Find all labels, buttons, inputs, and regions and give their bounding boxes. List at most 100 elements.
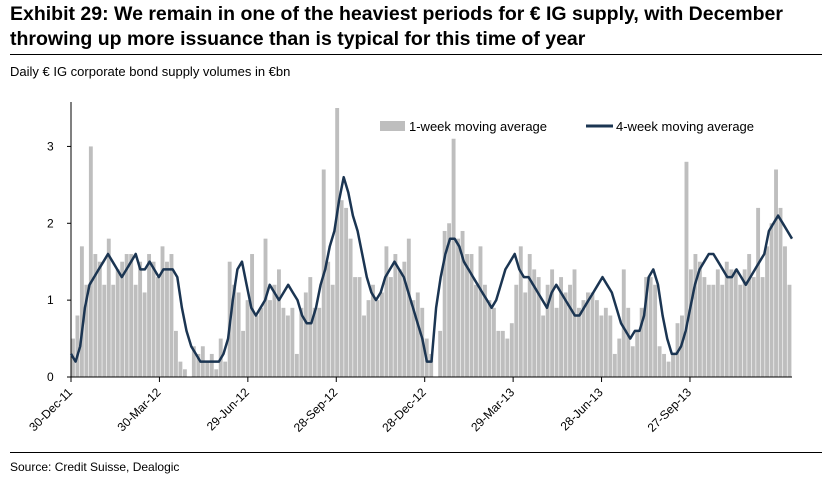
y-tick-label-1: 1 bbox=[47, 293, 54, 307]
bar-1wk-47 bbox=[281, 307, 286, 377]
bar-1wk-92 bbox=[483, 284, 487, 377]
bar-1wk-48 bbox=[285, 315, 290, 377]
bar-1wk-18 bbox=[151, 261, 156, 377]
bar-1wk-76 bbox=[411, 300, 416, 377]
bar-1wk-94 bbox=[491, 307, 496, 377]
bar-1wk-25 bbox=[182, 369, 187, 377]
bar-1wk-85 bbox=[451, 138, 456, 377]
bar-1wk-30 bbox=[205, 361, 210, 377]
bar-1wk-83 bbox=[442, 230, 447, 377]
bar-1wk-71 bbox=[388, 277, 393, 377]
bar-1wk-34 bbox=[223, 361, 228, 377]
bar-1wk-120 bbox=[608, 315, 613, 377]
bar-1wk-46 bbox=[277, 269, 281, 377]
bar-1wk-131 bbox=[657, 346, 662, 377]
bar-1wk-52 bbox=[303, 292, 308, 377]
bar-1wk-151 bbox=[747, 254, 752, 377]
bar-1wk-114 bbox=[581, 300, 586, 377]
bar-1wk-157 bbox=[774, 169, 778, 377]
bar-1wk-80 bbox=[429, 353, 434, 377]
bar-1wk-55 bbox=[317, 307, 322, 377]
bar-1wk-28 bbox=[196, 353, 201, 377]
bar-1wk-21 bbox=[165, 261, 169, 377]
bar-1wk-155 bbox=[765, 246, 770, 377]
bar-1wk-134 bbox=[671, 353, 675, 377]
bar-1wk-15 bbox=[138, 261, 143, 377]
x-tick-label-3: 28-Sep-12 bbox=[291, 385, 341, 435]
bar-1wk-159 bbox=[783, 246, 787, 377]
bar-1wk-6 bbox=[97, 261, 102, 377]
x-tick-label-4: 28-Dec-12 bbox=[379, 385, 429, 435]
bar-1wk-156 bbox=[769, 223, 774, 377]
bar-1wk-84 bbox=[447, 223, 452, 377]
bar-1wk-88 bbox=[465, 254, 469, 377]
bar-1wk-11 bbox=[120, 261, 125, 377]
bar-1wk-124 bbox=[626, 307, 631, 377]
bar-1wk-99 bbox=[514, 284, 519, 377]
bar-1wk-54 bbox=[312, 307, 317, 377]
bar-1wk-4 bbox=[88, 146, 93, 377]
bar-1wk-145 bbox=[720, 284, 725, 377]
y-tick-label-3: 3 bbox=[47, 139, 54, 153]
legend-swatch-1wk bbox=[380, 121, 405, 131]
bar-1wk-66 bbox=[366, 300, 371, 377]
bar-1wk-97 bbox=[505, 338, 510, 377]
bar-1wk-9 bbox=[111, 284, 116, 377]
bar-1wk-64 bbox=[357, 277, 362, 377]
bar-1wk-8 bbox=[106, 238, 111, 377]
bar-1wk-90 bbox=[474, 284, 478, 377]
bar-1wk-91 bbox=[478, 246, 483, 377]
bar-1wk-22 bbox=[169, 254, 174, 377]
bar-1wk-73 bbox=[397, 269, 402, 377]
bar-1wk-102 bbox=[527, 254, 532, 377]
bar-1wk-110 bbox=[563, 292, 568, 377]
bar-1wk-132 bbox=[662, 353, 667, 377]
bar-1wk-116 bbox=[590, 292, 595, 377]
bar-1wk-62 bbox=[348, 238, 353, 377]
legend-label-1wk: 1-week moving average bbox=[409, 119, 547, 134]
bar-1wk-146 bbox=[724, 261, 729, 377]
legend-label-4wk: 4-week moving average bbox=[616, 119, 754, 134]
bar-1wk-69 bbox=[380, 292, 384, 377]
bar-1wk-27 bbox=[191, 346, 196, 377]
bar-1wk-41 bbox=[254, 315, 259, 377]
y-tick-label-2: 2 bbox=[47, 216, 54, 230]
bar-1wk-103 bbox=[532, 269, 537, 377]
bar-1wk-149 bbox=[738, 284, 743, 377]
bar-1wk-153 bbox=[756, 207, 761, 377]
bar-1wk-111 bbox=[568, 284, 572, 377]
bar-1wk-65 bbox=[362, 315, 366, 377]
bar-1wk-1 bbox=[75, 315, 80, 377]
x-tick-label-5: 29-Mar-13 bbox=[468, 385, 517, 434]
x-tick-label-1: 30-Mar-12 bbox=[115, 385, 164, 434]
bar-1wk-45 bbox=[272, 284, 277, 377]
bar-1wk-74 bbox=[402, 261, 407, 377]
bar-1wk-40 bbox=[250, 254, 255, 377]
line-4wk-series bbox=[69, 175, 794, 363]
chart-title: Exhibit 29: We remain in one of the heav… bbox=[10, 3, 783, 50]
bar-1wk-53 bbox=[308, 277, 313, 377]
x-tick-label-6: 28-Jun-13 bbox=[558, 385, 606, 433]
bar-1wk-147 bbox=[729, 269, 734, 377]
bar-1wk-154 bbox=[760, 277, 765, 377]
bar-1wk-121 bbox=[612, 353, 617, 377]
bar-1wk-31 bbox=[209, 353, 214, 377]
bar-1wk-70 bbox=[384, 246, 389, 377]
bar-1wk-49 bbox=[290, 307, 295, 377]
bar-1wk-105 bbox=[541, 315, 546, 377]
bar-1wk-23 bbox=[174, 330, 178, 377]
bar-1wk-137 bbox=[684, 161, 689, 377]
bar-1wk-39 bbox=[245, 300, 250, 377]
bar-1wk-130 bbox=[653, 284, 658, 377]
bar-1wk-112 bbox=[572, 269, 577, 377]
bar-1wk-17 bbox=[147, 254, 152, 377]
bar-1wk-2 bbox=[79, 246, 84, 377]
bar-1wk-77 bbox=[415, 292, 420, 377]
bar-1wk-158 bbox=[778, 207, 783, 377]
y-tick-label-0: 0 bbox=[47, 370, 54, 384]
bar-1wk-51 bbox=[299, 307, 304, 377]
footer-divider bbox=[10, 452, 822, 453]
bar-1wk-98 bbox=[509, 323, 514, 377]
bar-1wk-13 bbox=[129, 254, 134, 377]
